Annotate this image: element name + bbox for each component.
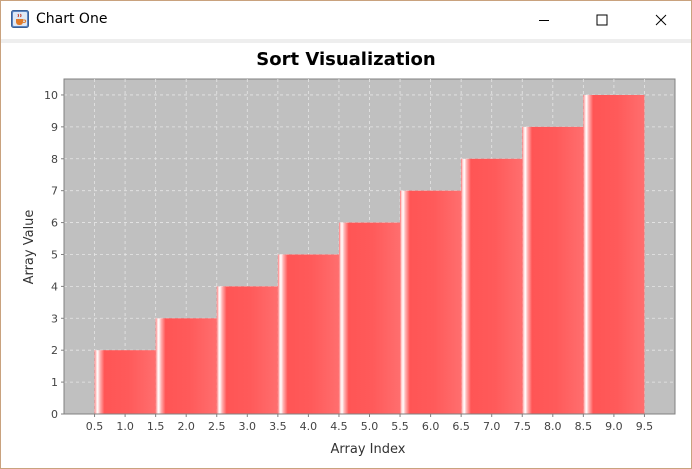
x-tick-label-17: 9.0 [605, 420, 623, 433]
bar-3 [216, 286, 278, 414]
x-tick-label-9: 5.0 [361, 420, 379, 433]
x-tick-label-16: 8.5 [575, 420, 593, 433]
bar-2 [155, 318, 217, 414]
java-coffee-cup-icon [11, 10, 29, 28]
y-tick-label-2: 2 [51, 344, 58, 357]
bar-8 [522, 126, 584, 414]
x-tick-label-5: 3.0 [239, 420, 257, 433]
bar-1 [94, 350, 156, 414]
bar-9 [583, 94, 645, 414]
x-tick-label-18: 9.5 [636, 420, 654, 433]
x-tick-label-14: 7.5 [514, 420, 532, 433]
y-tick-label-0: 0 [51, 408, 58, 421]
x-tick-label-11: 6.0 [422, 420, 440, 433]
close-icon [655, 14, 667, 26]
close-button[interactable] [631, 1, 691, 39]
x-tick-label-10: 5.5 [391, 420, 409, 433]
y-tick-label-8: 8 [51, 153, 58, 166]
y-tick-label-6: 6 [51, 217, 58, 230]
x-tick-label-2: 1.5 [147, 420, 165, 433]
x-tick-label-1: 1.0 [116, 420, 134, 433]
x-tick-label-8: 4.5 [330, 420, 348, 433]
title-bar[interactable]: Chart One [1, 1, 691, 39]
minimize-button[interactable] [515, 1, 573, 39]
chart-title: Sort Visualization [256, 49, 435, 70]
bar-7 [461, 158, 523, 414]
x-tick-label-3: 2.0 [177, 420, 195, 433]
x-tick-label-6: 3.5 [269, 420, 287, 433]
bar-4 [277, 254, 339, 414]
x-axis: 0.5 1.0 1.5 2.0 2.5 3.0 3.5 4.0 4.5 5.0 5.5 6.0 6.5 7… [64, 413, 675, 433]
y-axis-label: Array Value [22, 210, 37, 285]
x-tick-label-4: 2.5 [208, 420, 226, 433]
window-frame-gap [1, 39, 691, 43]
y-tick-label-5: 5 [51, 248, 58, 261]
y-tick-label-10: 10 [44, 89, 58, 102]
y-tick-label-4: 4 [51, 280, 58, 293]
x-tick-label-13: 7.0 [483, 420, 501, 433]
y-tick-label-3: 3 [51, 312, 58, 325]
bar-6 [400, 190, 462, 414]
window-title: Chart One [36, 11, 108, 27]
chart-panel: Sort Visualization 0 1 2 3 4 5 6 7 8 9 10 0.5 1.0 1.… [7, 43, 686, 464]
bar-chart: Sort Visualization 0 1 2 3 4 5 6 7 8 9 10 0.5 1.0 1.… [22, 49, 676, 457]
y-tick-label-7: 7 [51, 185, 58, 198]
maximize-button[interactable] [573, 1, 631, 39]
x-tick-label-7: 4.0 [300, 420, 318, 433]
bars-group [94, 94, 645, 414]
minimize-icon [539, 20, 549, 21]
y-axis: 0 1 2 3 4 5 6 7 8 9 10 [44, 79, 65, 421]
maximize-icon [596, 14, 608, 26]
x-tick-label-15: 8.0 [544, 420, 562, 433]
y-tick-label-1: 1 [51, 376, 58, 389]
bar-5 [338, 222, 401, 414]
x-tick-label-12: 6.5 [452, 420, 470, 433]
x-axis-label: Array Index [331, 442, 406, 457]
x-tick-label-0: 0.5 [86, 420, 104, 433]
y-tick-label-9: 9 [51, 121, 58, 134]
